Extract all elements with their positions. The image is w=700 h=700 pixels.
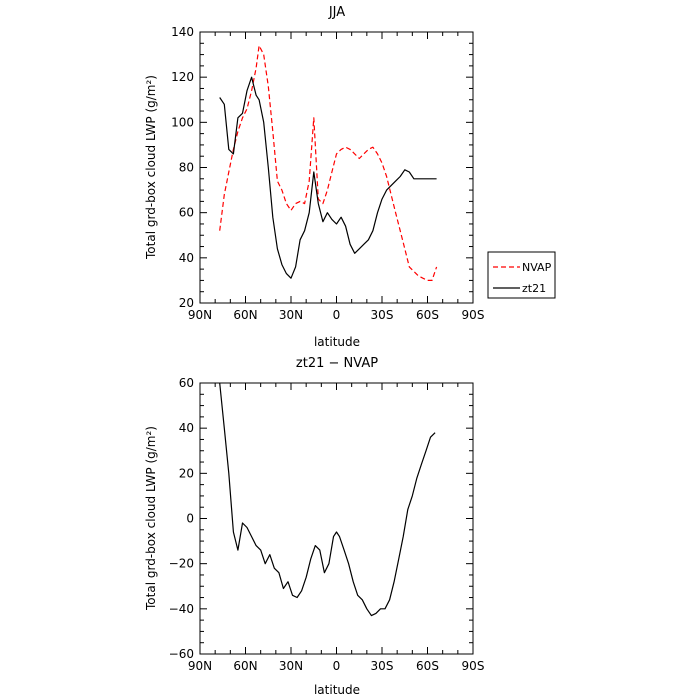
bottom-x-axis-label: latitude <box>314 683 360 697</box>
y-tick-label: 80 <box>179 161 194 175</box>
x-tick-label: 90N <box>188 659 212 673</box>
difference-series-line <box>219 382 436 617</box>
svg-text:Total grd-box cloud LWP (g/m²): Total grd-box cloud LWP (g/m²) <box>144 75 158 260</box>
bottom-ticks: 90N 60N 30N 0 30S 60S 90S −60 −40 −20 0 20 40 60 <box>169 376 485 673</box>
x-tick-label: 0 <box>333 659 341 673</box>
y-tick-label: 140 <box>171 25 194 39</box>
x-tick-label: 30S <box>371 659 394 673</box>
bottom-chart: zt21 − NVAP Total grd-box cloud LWP (g/m… <box>144 356 484 697</box>
bottom-chart-title: zt21 − NVAP <box>296 356 378 371</box>
x-tick-label: 60S <box>416 308 439 322</box>
x-tick-label: 60S <box>416 659 439 673</box>
x-tick-label: 30N <box>279 659 303 673</box>
x-tick-label: 90S <box>462 308 485 322</box>
y-tick-label: 60 <box>179 206 194 220</box>
bottom-y-axis-label: Total grd-box cloud LWP (g/m²) <box>144 426 158 611</box>
y-tick-label: −40 <box>169 602 194 616</box>
top-x-axis-label: latitude <box>314 335 360 349</box>
x-tick-label: 30N <box>279 308 303 322</box>
top-ticks: 90N 60N 30N 0 30S 60S 90S 20 40 60 80 100 120 140 <box>171 25 484 322</box>
nvap-series-line <box>219 44 438 281</box>
y-tick-label: 100 <box>171 115 194 129</box>
x-tick-label: 90S <box>462 659 485 673</box>
y-tick-label: 20 <box>179 466 194 480</box>
y-tick-label: 60 <box>179 376 194 390</box>
legend-nvap-label: NVAP <box>522 261 552 274</box>
y-tick-label: −20 <box>169 557 194 571</box>
y-tick-label: 40 <box>179 421 194 435</box>
x-tick-label: 60N <box>233 308 257 322</box>
y-tick-label: 20 <box>179 296 194 310</box>
y-tick-label: 0 <box>186 512 194 526</box>
x-tick-label: 30S <box>371 308 394 322</box>
y-tick-label: 40 <box>179 251 194 265</box>
bottom-series <box>219 382 436 617</box>
y-tick-label: −60 <box>169 647 194 661</box>
top-plot-frame <box>199 31 474 304</box>
bottom-plot-frame <box>199 382 474 655</box>
top-chart: JJA Total grd-box cloud LWP (g/m²) latit… <box>144 5 556 349</box>
top-series <box>219 44 438 281</box>
top-y-axis-label: Total grd-box cloud LWP (g/m²) <box>144 75 158 260</box>
y-tick-label: 120 <box>171 70 194 84</box>
legend-box <box>487 251 556 299</box>
zt21-series-line <box>219 76 437 279</box>
svg-text:Total grd-box cloud LWP (g/m²): Total grd-box cloud LWP (g/m²) <box>144 426 158 611</box>
x-tick-label: 90N <box>188 308 212 322</box>
legend: NVAP zt21 <box>487 251 556 299</box>
legend-zt21-label: zt21 <box>522 282 546 295</box>
top-chart-title: JJA <box>328 5 345 20</box>
x-tick-label: 0 <box>333 308 341 322</box>
x-tick-label: 60N <box>233 659 257 673</box>
